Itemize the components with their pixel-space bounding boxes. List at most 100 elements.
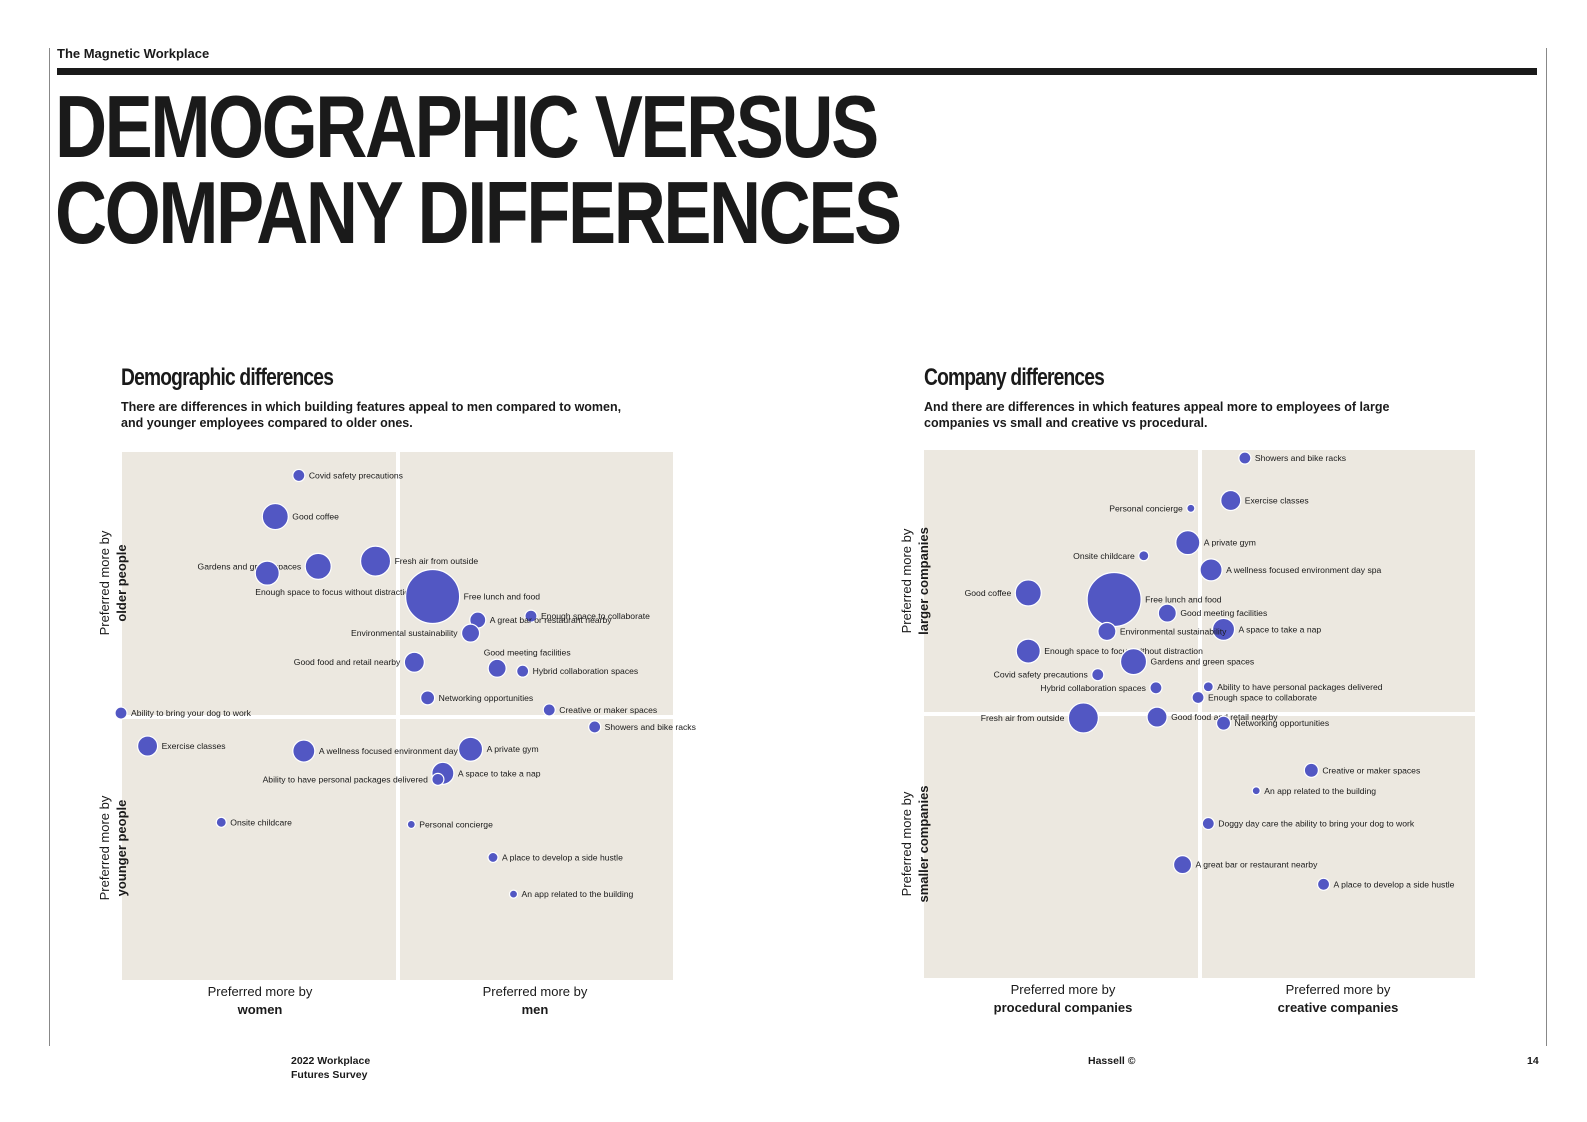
company-x-label-procedural-prefix: Preferred more by	[1010, 982, 1116, 997]
header-rule	[57, 68, 1537, 75]
company-bubble-label-2: Personal concierge	[1109, 503, 1183, 513]
company-bubble-14	[1149, 681, 1163, 695]
demographic-bubble-10	[487, 658, 507, 678]
company-bubble-21	[1251, 786, 1261, 796]
demographic-bubble-11	[516, 664, 530, 678]
demographic-bubble-20	[431, 772, 445, 786]
company-bubble-label-4: Onsite childcare	[1073, 551, 1135, 561]
demographic-bubble-12	[420, 690, 436, 706]
company-bubble-11	[1015, 638, 1041, 664]
company-bubble-8	[1157, 603, 1177, 623]
company-bubble-23	[1172, 855, 1193, 875]
demographic-bubble-label-19: A space to take a nap	[458, 768, 541, 778]
company-bubble-15	[1202, 681, 1214, 693]
demographic-description-line-2: and younger employees compared to older …	[121, 416, 413, 430]
company-bubble-label-12: Gardens and green spaces	[1151, 657, 1255, 667]
demographic-vertical-axis	[396, 452, 400, 980]
company-bubble-label-7: Free lunch and food	[1145, 595, 1222, 605]
company-bubble-label-8: Good meeting facilities	[1180, 608, 1267, 618]
company-x-label-creative-bold: creative companies	[1277, 1000, 1399, 1015]
company-bubble-10	[1097, 621, 1117, 642]
company-vertical-axis	[1198, 450, 1202, 978]
demographic-x-label-women-prefix: Preferred more by	[207, 984, 313, 999]
company-x-label-procedural-bold: procedural companies	[993, 1000, 1133, 1015]
company-bubble-20	[1303, 762, 1319, 778]
page-title-line-1: DEMOGRAPHIC VERSUS	[55, 77, 879, 176]
company-bubble-6	[1014, 579, 1042, 607]
demographic-bubble-8	[460, 623, 481, 643]
demographic-bubble-label-11: Hybrid collaboration spaces	[533, 666, 639, 676]
company-bubbles: Showers and bike racks Exercise classes Pe…	[965, 451, 1455, 891]
company-bubble-label-1: Exercise classes	[1245, 495, 1309, 505]
company-bubble-13	[1091, 668, 1105, 682]
demographic-bubbles: Covid safety precautions Good coffee Garde…	[114, 468, 696, 899]
company-bubble-label-0: Showers and bike racks	[1255, 453, 1346, 463]
company-bubble-label-6: Good coffee	[965, 588, 1012, 598]
demographic-bubble-15	[114, 706, 128, 720]
demographic-bubble-label-24: An app related to the building	[522, 889, 634, 899]
page-title: DEMOGRAPHIC VERSUS COMPANY DIFFERENCES	[55, 77, 902, 262]
demographic-bubble-label-23: A place to develop a side hustle	[502, 852, 623, 862]
footer-survey-line-2: Futures Survey	[291, 1069, 368, 1081]
demographic-bubble-17	[292, 739, 316, 763]
company-bubble-4	[1138, 550, 1150, 562]
footer-survey-name: 2022 Workplace Futures Survey	[291, 1054, 370, 1082]
company-bubble-label-3: A private gym	[1204, 538, 1256, 548]
company-x-label-creative-prefix: Preferred more by	[1285, 982, 1391, 997]
demographic-x-label-women-bold: women	[237, 1002, 283, 1017]
company-bubble-label-10: Environmental sustainability	[1120, 626, 1227, 636]
company-x-label-procedural: Preferred more by procedural companies	[943, 981, 1183, 1017]
demographic-bubble-label-1: Good coffee	[292, 512, 339, 522]
demographic-bubble-label-7: A great bar or restaurant nearby	[490, 615, 613, 625]
company-description-line-1: And there are differences in which featu…	[924, 400, 1390, 414]
left-margin-rule	[49, 48, 50, 1046]
company-bubble-label-13: Covid safety precautions	[994, 670, 1088, 680]
demographic-bubble-label-21: Onsite childcare	[230, 817, 292, 827]
demographic-bubble-label-9: Good food and retail nearby	[294, 657, 401, 667]
company-bubble-label-14: Hybrid collaboration spaces	[1040, 683, 1146, 693]
demographic-bubble-22	[406, 819, 416, 830]
company-bubble-0	[1238, 451, 1252, 465]
company-bubble-label-20: Creative or maker spaces	[1322, 765, 1420, 775]
company-x-label-creative: Preferred more by creative companies	[1218, 981, 1458, 1017]
demographic-bubble-6	[524, 609, 538, 623]
demographic-x-label-men-bold: men	[521, 1002, 549, 1017]
demographic-bubble-label-13: Creative or maker spaces	[559, 705, 657, 715]
company-bubble-3	[1175, 530, 1201, 556]
footer-page-number: 14	[1527, 1055, 1539, 1067]
demographic-bubble-label-5: Free lunch and food	[464, 591, 541, 601]
demographic-description-line-1: There are differences in which building …	[121, 400, 622, 414]
demographic-bubble-label-14: Showers and bike racks	[605, 722, 696, 732]
company-bubble-label-22: Doggy day care the ability to bring your…	[1218, 819, 1415, 829]
company-bubble-label-15: Ability to have personal packages delive…	[1217, 682, 1383, 692]
demographic-bubble-label-10: Good meeting facilities	[484, 647, 571, 657]
demographic-bubble-2	[304, 552, 332, 580]
demographic-bubble-23	[487, 851, 499, 864]
company-bubble-19	[1215, 715, 1232, 731]
demographic-x-label-women: Preferred more by women	[140, 983, 380, 1019]
demographic-bubble-label-6: Enough space to collaborate	[541, 611, 650, 621]
company-bubble-1	[1220, 489, 1242, 512]
page-title-line-2: COMPANY DIFFERENCES	[55, 163, 902, 262]
company-chart-description: And there are differences in which featu…	[924, 399, 1444, 431]
demographic-bubble-label-22: Personal concierge	[419, 819, 493, 829]
demographic-bubble-4	[254, 560, 280, 586]
company-bubble-18	[1067, 702, 1099, 734]
demographic-bubble-16	[136, 735, 159, 757]
demographic-bubble-label-15: Ability to bring your dog to work	[131, 708, 252, 718]
company-bubble-2	[1186, 503, 1196, 513]
demographic-bubble-9	[403, 651, 425, 673]
company-bubble-12	[1119, 647, 1148, 676]
demographic-chart-title: Demographic differences	[121, 364, 334, 391]
demographic-bubble-0	[292, 468, 306, 483]
demographic-bubble-13	[542, 703, 556, 717]
demographic-x-label-men: Preferred more by men	[415, 983, 655, 1019]
demographic-bubble-24	[508, 889, 519, 899]
company-bubble-label-5: A wellness focused environment day spa	[1226, 565, 1381, 575]
company-bubble-label-18: Fresh air from outside	[981, 713, 1065, 723]
demographic-chart-description: There are differences in which building …	[121, 399, 641, 431]
company-bubble-label-23: A great bar or restaurant nearby	[1196, 860, 1319, 870]
demographic-bubble-label-20: Ability to have personal packages delive…	[263, 774, 429, 784]
demographic-bubble-label-16: Exercise classes	[162, 741, 226, 751]
